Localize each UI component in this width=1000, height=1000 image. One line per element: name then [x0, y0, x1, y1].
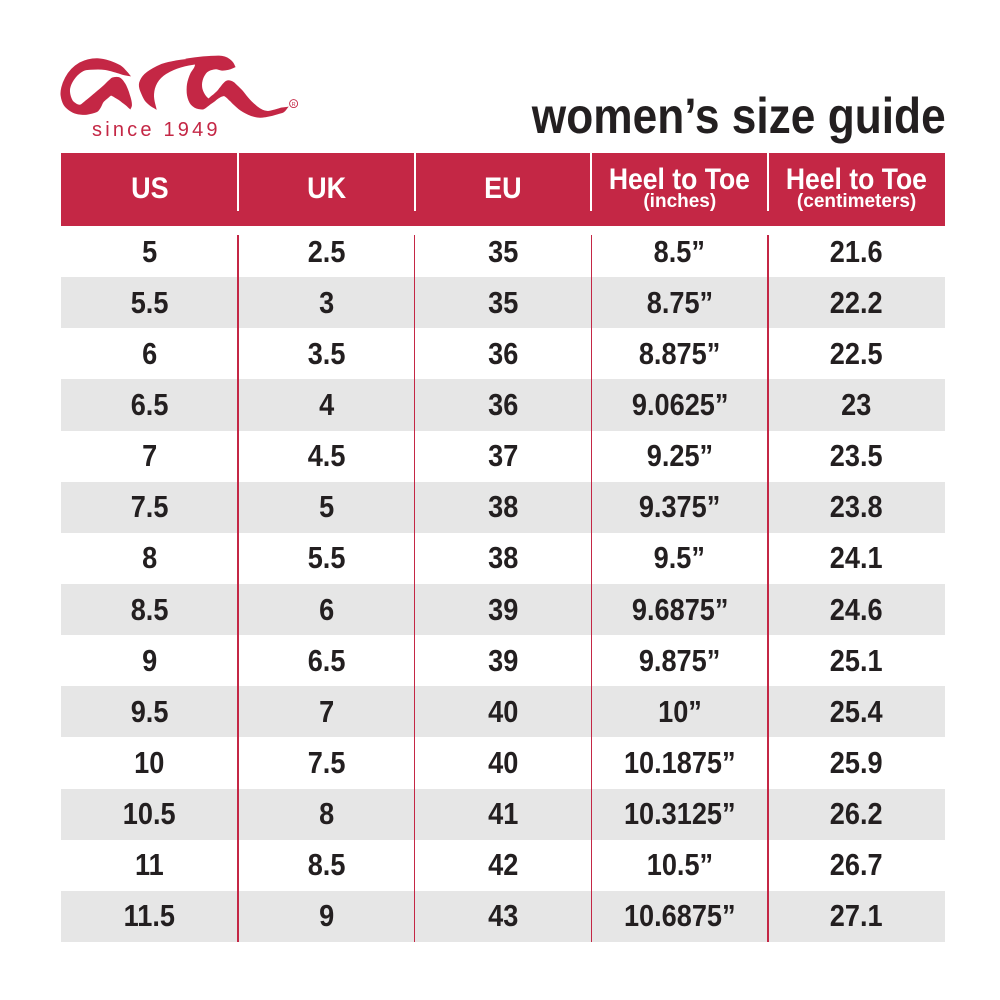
svg-text:R: R [292, 102, 296, 108]
